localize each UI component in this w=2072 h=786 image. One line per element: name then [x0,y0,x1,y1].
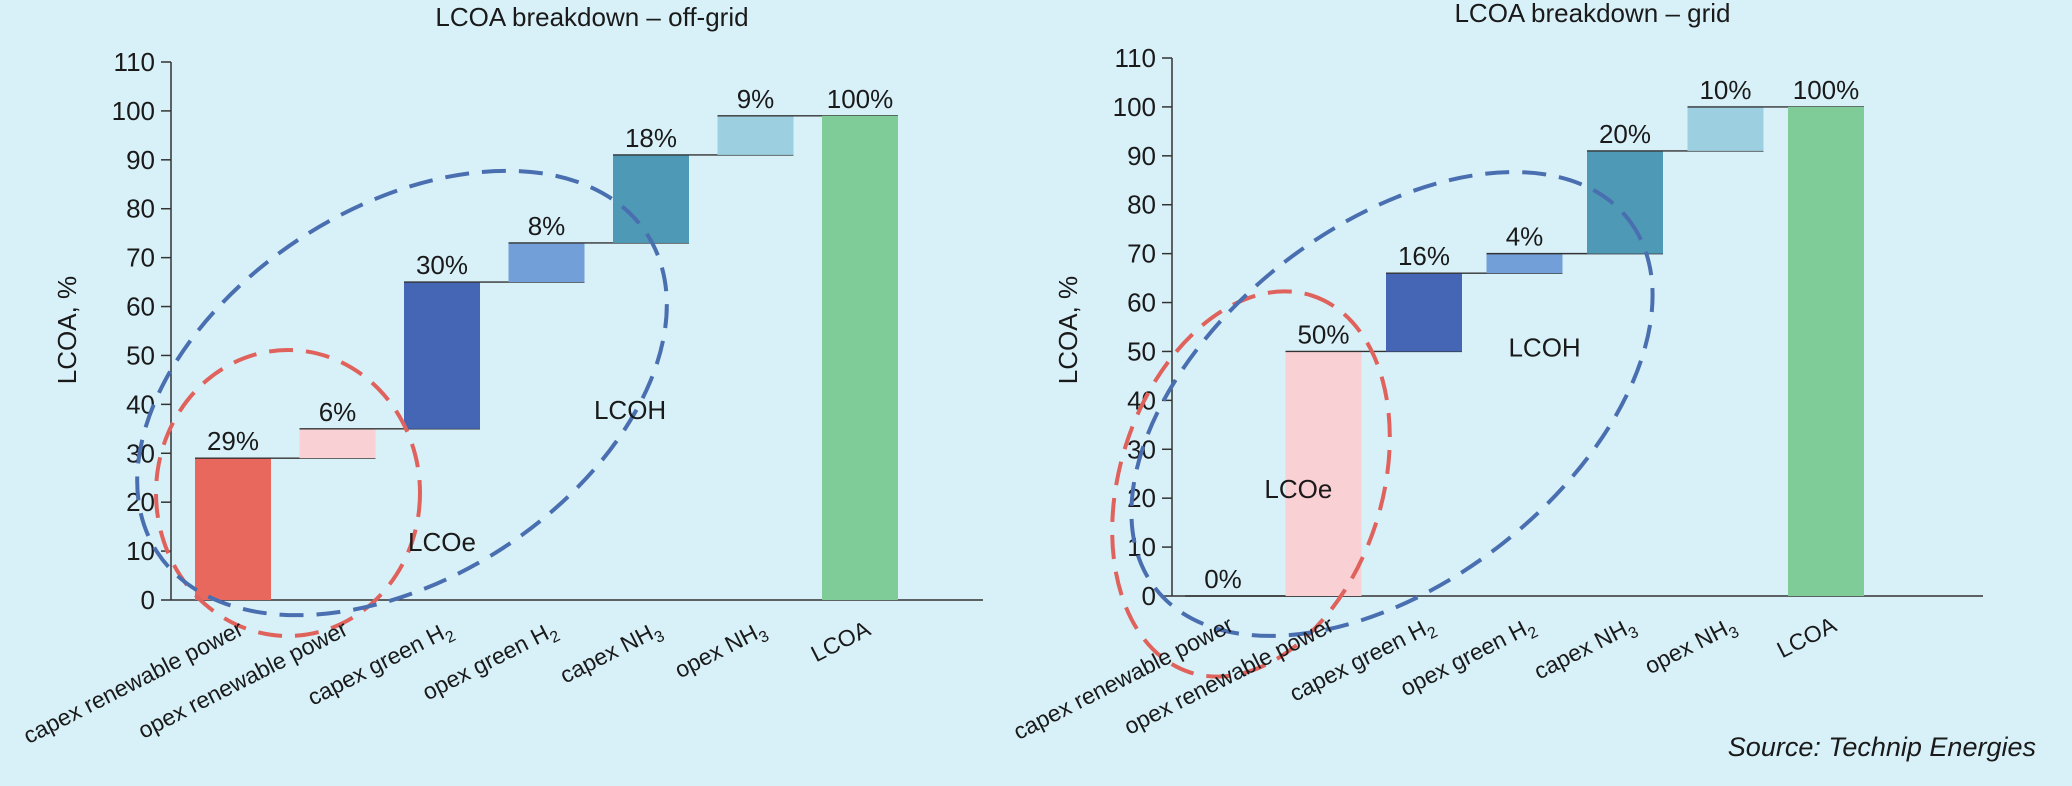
y-tick-label: 90 [1127,141,1156,171]
y-tick-label: 70 [1127,239,1156,269]
x-tick-label: capex NH3 [556,615,668,693]
x-tick-label: opex NH3 [670,615,772,687]
bar [404,282,480,429]
x-tick-label: LCOA [807,615,875,667]
y-axis-label: LCOA, % [52,276,82,384]
data-label: 8% [528,211,566,241]
bar [195,458,271,600]
x-tick-label: LCOA [1773,611,1841,663]
bar [1687,106,1764,151]
chart-title: LCOA breakdown – off-grid [435,2,748,32]
source-note: Source: Technip Energies [1727,732,2036,762]
bar [717,115,794,155]
bar [1386,273,1462,352]
data-label: 50% [1297,319,1349,349]
data-label: 0% [1204,564,1242,594]
data-label: 30% [416,250,468,280]
y-tick-label: 0 [141,585,155,615]
y-tick-label: 100 [112,96,155,126]
bar [508,242,585,283]
y-tick-label: 50 [1127,336,1156,366]
y-tick-label: 50 [126,340,155,370]
annotation-label: LCOe [1264,474,1332,504]
annotation-label: LCOH [1508,332,1580,362]
data-label: 4% [1506,222,1544,252]
y-tick-label: 60 [126,292,155,322]
y-tick-label: 10 [126,536,155,566]
data-label: 100% [827,84,894,114]
bar [299,428,376,459]
annotation-label: LCOe [408,527,476,557]
data-label: 6% [319,397,357,427]
data-label: 20% [1599,119,1651,149]
y-tick-label: 40 [1127,385,1156,415]
y-tick-label: 0 [1142,581,1156,611]
x-tick-label: capex NH3 [1530,611,1642,689]
bar [1486,253,1563,274]
y-tick-label: 100 [1113,92,1156,122]
chart-title: LCOA breakdown – grid [1454,0,1730,28]
data-label: 10% [1699,75,1751,105]
bar [822,115,898,601]
y-tick-label: 90 [126,145,155,175]
bar [1587,150,1663,254]
y-axis-label: LCOA, % [1053,276,1083,384]
lcoh-ellipse [1129,170,1655,638]
y-tick-label: 80 [126,194,155,224]
lcoe-ellipse [1110,289,1392,679]
lcoe-ellipse [154,348,422,638]
data-label: 100% [1793,75,1860,105]
y-tick-label: 70 [126,243,155,273]
y-tick-label: 20 [126,487,155,517]
y-tick-label: 110 [1115,43,1156,73]
annotation-label: LCOH [594,395,666,425]
data-label: 18% [625,123,677,153]
data-label: 9% [737,84,775,114]
data-label: 29% [207,426,259,456]
bar [613,154,689,243]
x-tick-label: opex NH3 [1640,611,1742,683]
bar [1285,351,1362,596]
y-tick-label: 60 [1127,288,1156,318]
lcoh-ellipse [135,168,669,618]
bar [1788,106,1864,596]
y-tick-label: 110 [114,47,155,77]
y-tick-label: 80 [1127,190,1156,220]
data-label: 16% [1398,241,1450,271]
